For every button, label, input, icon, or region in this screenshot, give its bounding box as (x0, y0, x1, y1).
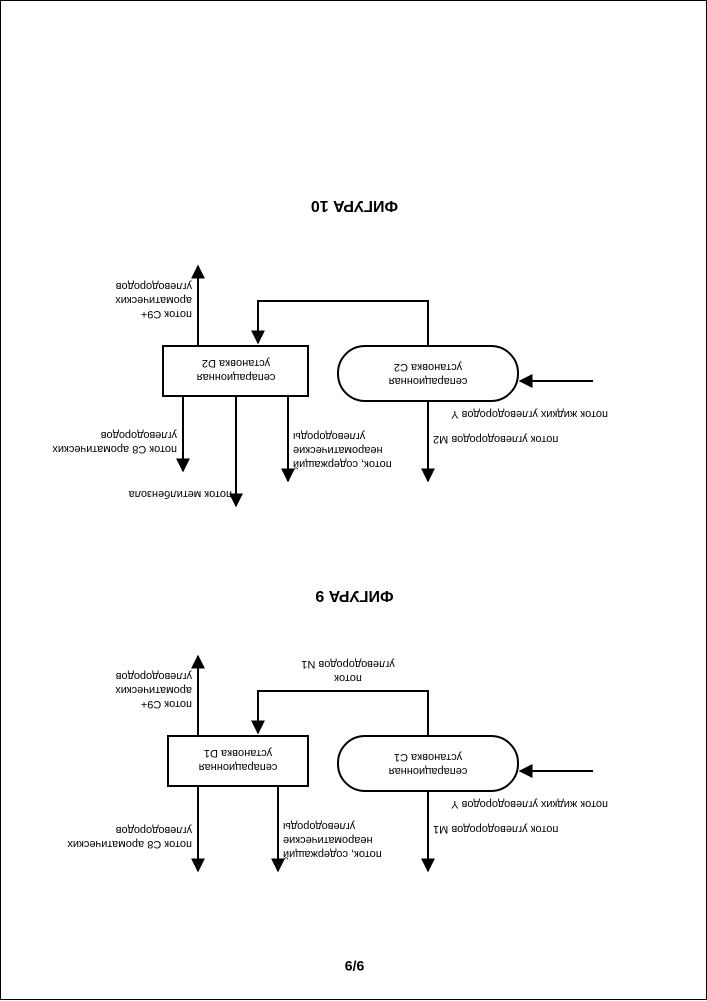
fig9-mid-label-1: поток (334, 672, 362, 684)
fig9-vessel-top-label: поток углеводородов M1 (433, 823, 558, 835)
fig10-caption: ФИГУРА 10 (311, 197, 398, 214)
fig10-box-tl-2: неароматические (293, 444, 383, 456)
fig10-vessel-label-2: установка C2 (394, 361, 462, 373)
fig9-caption: ФИГУРА 9 (315, 587, 393, 604)
fig10-box-tl-1: поток, содержащий (293, 458, 392, 470)
page: 9/9 поток жидких углеводородов Y сепарац… (0, 0, 707, 1000)
fig10-box-tl-3: углеводороды (293, 430, 365, 442)
fig9-box (168, 736, 308, 786)
fig9-mid-stream (258, 691, 428, 736)
fig10-box-b-3: углеводородов (116, 280, 192, 292)
fig9-mid-label-2: углеводородов N1 (301, 658, 394, 670)
fig9-box-b-1: поток C9+ (141, 698, 192, 710)
fig10-box-b-1: поток C9+ (141, 308, 192, 320)
fig10-box (163, 346, 308, 396)
fig10-box-label-1: сепарационная (197, 371, 276, 383)
fig10-box-tm-1: поток метилбензола (128, 488, 232, 500)
fig9-box-tr-2: углеводородов (116, 824, 192, 836)
fig9-box-b-3: углеводородов (116, 670, 192, 682)
fig9-vessel-label-1: сепарационная (389, 765, 468, 777)
figure-10: поток жидких углеводородов Y сепарационн… (52, 197, 608, 506)
page-number: 9/9 (345, 958, 365, 974)
fig10-box-tr-1: поток C8 ароматических (52, 443, 177, 455)
fig9-box-tl-2: неароматические (283, 834, 373, 846)
figure-9: поток жидких углеводородов Y сепарационн… (67, 587, 608, 871)
fig9-box-tr-1: поток C8 ароматических (67, 838, 192, 850)
fig10-box-tr-2: углеводородов (101, 429, 177, 441)
fig10-vessel-label-1: сепарационная (389, 375, 468, 387)
fig9-box-b-2: ароматических (115, 684, 192, 696)
fig10-mid-stream (258, 301, 428, 346)
diagram-canvas: 9/9 поток жидких углеводородов Y сепарац… (1, 1, 707, 1001)
fig9-box-tl-1: поток, содержащий (283, 848, 382, 860)
fig10-box-label-2: установка D2 (202, 357, 270, 369)
fig9-box-label-1: сепарационная (199, 761, 278, 773)
fig10-vessel-top-label: поток углеводородов M2 (433, 433, 558, 445)
fig9-box-tl-3: углеводороды (283, 820, 355, 832)
fig10-box-b-2: ароматических (115, 294, 192, 306)
fig10-input-label: поток жидких углеводородов Y (450, 408, 608, 420)
fig9-vessel-label-2: установка C1 (394, 751, 462, 763)
fig9-input-label-line1: поток жидких углеводородов Y (450, 798, 608, 810)
fig9-box-label-2: установка D1 (204, 747, 272, 759)
